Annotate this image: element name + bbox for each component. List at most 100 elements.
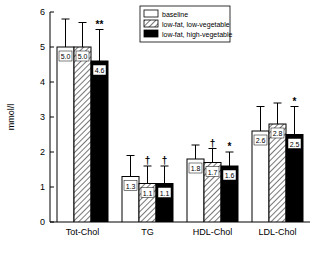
data-label: 5.0	[78, 53, 88, 60]
data-label: 5.0	[61, 53, 71, 60]
x-tick-label: LDL-Chol	[258, 227, 296, 237]
error-stem	[99, 30, 100, 62]
error-bar	[274, 103, 282, 124]
data-label-box	[206, 167, 219, 177]
bar	[139, 184, 156, 223]
y-tick-label: 0	[40, 217, 45, 227]
data-label: 1.8	[191, 165, 201, 172]
y-tick	[50, 152, 54, 153]
legend-label: baseline	[162, 11, 188, 18]
data-label: 1.1	[143, 190, 153, 197]
annotation: **	[96, 19, 104, 30]
y-tick	[50, 187, 54, 188]
data-label-box	[271, 128, 284, 138]
data-label: 2.6	[256, 137, 266, 144]
error-stem	[294, 107, 295, 135]
x-tick-label: TG	[141, 227, 154, 237]
y-tick	[50, 12, 54, 13]
y-tick	[50, 47, 54, 48]
y-tick-label: 1	[40, 182, 45, 192]
error-stem	[212, 149, 213, 163]
error-bar	[161, 166, 169, 184]
chart: 0 1 2 3 4 5 6 mmol/l Tot-Chol TG HDL-Chol LDL-Chol 5…	[0, 0, 320, 255]
error-stem	[164, 166, 165, 184]
data-label-box	[59, 51, 72, 61]
annotation: †	[162, 155, 168, 166]
data-label-box	[223, 170, 236, 180]
data-label-box	[141, 188, 154, 198]
legend-label: low-fat, low-vegetable	[162, 21, 230, 29]
bar	[156, 184, 173, 223]
y-tick-label: 5	[40, 42, 45, 52]
error-stem	[82, 23, 83, 48]
error-cap	[79, 22, 87, 23]
data-label: 1.3	[126, 183, 136, 190]
y-tick-label: 4	[40, 77, 45, 87]
bar	[57, 47, 74, 222]
data-label-box	[76, 51, 89, 61]
error-stem	[130, 156, 131, 177]
data-label-box	[254, 135, 267, 145]
error-bar	[62, 19, 70, 47]
y-tick-label: 3	[40, 112, 45, 122]
error-bar	[291, 107, 299, 135]
error-cap	[274, 103, 282, 104]
bar	[187, 159, 204, 222]
bar	[252, 131, 269, 222]
error-bar	[226, 152, 234, 166]
error-stem	[277, 103, 278, 124]
data-label: 1.1	[160, 190, 170, 197]
data-label-box	[93, 65, 106, 75]
annotation: *	[293, 96, 297, 107]
error-stem	[147, 166, 148, 184]
y-tick	[50, 117, 54, 118]
annotation: *	[228, 141, 232, 152]
error-cap	[257, 106, 265, 107]
data-label-box	[189, 163, 202, 173]
error-stem	[229, 152, 230, 166]
error-bar	[192, 145, 200, 159]
bar	[269, 124, 286, 222]
error-bar	[209, 149, 217, 163]
error-cap	[62, 19, 70, 20]
legend-swatch	[144, 10, 158, 17]
data-label: 2.5	[290, 141, 300, 148]
data-label: 1.7	[208, 169, 218, 176]
bar	[204, 163, 221, 223]
data-label-box	[288, 139, 301, 149]
error-bar	[96, 30, 104, 62]
error-stem	[195, 145, 196, 159]
marks	[57, 19, 303, 222]
legend-label: low-fat, high-vegetable	[162, 31, 233, 39]
labels: 5.01.31.82.65.01.11.72.84.61.11.62.5**††…	[59, 19, 301, 198]
bar	[74, 47, 91, 222]
data-label-box	[124, 181, 137, 191]
error-stem	[65, 19, 66, 47]
error-bar	[127, 156, 135, 177]
y-tick-label: 2	[40, 147, 45, 157]
bar	[122, 177, 139, 223]
error-bar	[79, 23, 87, 48]
legend-swatch	[144, 20, 158, 27]
bar	[286, 135, 303, 223]
error-stem	[260, 107, 261, 132]
data-label-box	[158, 188, 171, 198]
error-bar	[144, 166, 152, 184]
error-cap	[192, 145, 200, 146]
y-tick-label: 6	[40, 7, 45, 17]
annotation: †	[210, 138, 216, 149]
legend-swatch	[144, 30, 158, 37]
y-tick	[50, 82, 54, 83]
error-cap	[127, 155, 135, 156]
error-bar	[257, 107, 265, 132]
x-tick-label: HDL-Chol	[193, 227, 233, 237]
y-axis-label: mmol/l	[6, 104, 16, 131]
data-label: 2.8	[273, 130, 283, 137]
y-tick	[50, 222, 54, 223]
data-label: 1.6	[225, 172, 235, 179]
bar	[91, 61, 108, 222]
bar	[221, 166, 238, 222]
x-tick-label: Tot-Chol	[66, 227, 100, 237]
annotation: †	[145, 155, 151, 166]
data-label: 4.6	[95, 67, 105, 74]
